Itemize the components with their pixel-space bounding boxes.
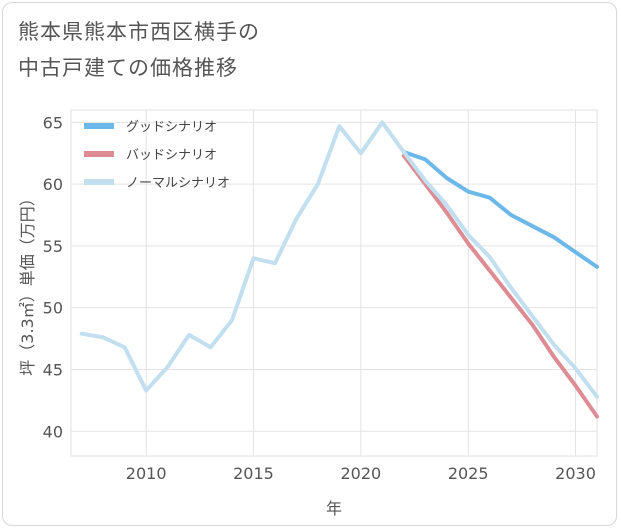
axes: 40 45 50 55 60 65 2010 2015 2020 2025 2030 年 坪（3.3㎡）… xyxy=(18,113,596,518)
x-tick-label: 2025 xyxy=(448,464,489,483)
y-tick-label: 60 xyxy=(43,175,63,194)
y-tick-label: 45 xyxy=(43,361,63,380)
grid xyxy=(70,109,598,457)
series-line-good xyxy=(401,150,599,269)
series-line-normal xyxy=(79,120,599,399)
series-line-bad xyxy=(401,153,599,419)
y-axis-label: 坪（3.3㎡）単価（万円） xyxy=(18,190,37,375)
legend-label-normal: ノーマルシナリオ xyxy=(126,176,230,191)
y-tick-label: 40 xyxy=(43,422,63,441)
chart-title: 熊本県熊本市西区横手の 中古戸建ての価格推移 xyxy=(18,14,458,86)
series-lines xyxy=(79,120,599,419)
x-tick-label: 2015 xyxy=(233,464,274,483)
plot-frame xyxy=(70,109,598,457)
y-tick-label: 50 xyxy=(43,299,63,318)
chart-title-line-1: 熊本県熊本市西区横手の xyxy=(18,20,260,44)
legend-label-bad: バッドシナリオ xyxy=(126,148,217,163)
y-tick-label: 65 xyxy=(43,113,63,132)
x-tick-label: 2020 xyxy=(340,464,381,483)
y-tick-label: 55 xyxy=(43,237,63,256)
x-tick-label: 2010 xyxy=(126,464,167,483)
chart-card xyxy=(2,2,617,526)
x-axis-label: 年 xyxy=(326,499,342,518)
legend-label-good: グッドシナリオ xyxy=(126,120,217,135)
chart-title-line-2: 中古戸建ての価格推移 xyxy=(18,56,238,80)
x-tick-label: 2030 xyxy=(555,464,596,483)
